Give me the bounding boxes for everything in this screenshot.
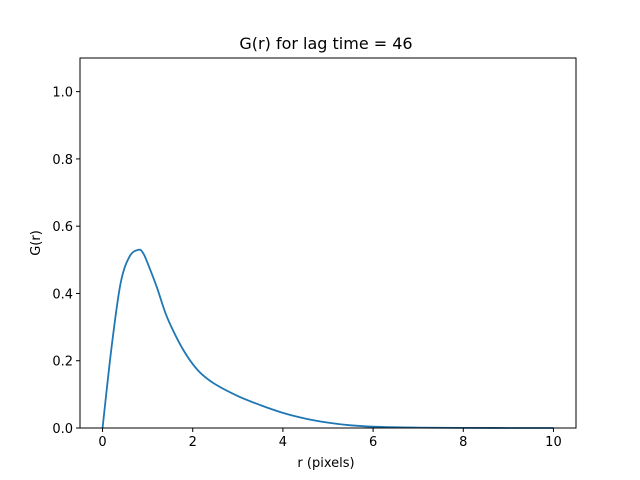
x-axis: 0 2 4 6 8 10	[98, 428, 562, 450]
x-tick-label: 4	[279, 435, 287, 450]
y-tick-label: 0.0	[52, 422, 73, 437]
series-line	[101, 248, 554, 429]
y-tick-label: 0.8	[52, 153, 73, 168]
x-axis-title: r (pixels)	[297, 456, 354, 471]
y-tick-label: 0.2	[52, 355, 73, 370]
chart-title: G(r) for lag time = 46	[239, 34, 412, 53]
plot-frame	[79, 57, 577, 429]
x-tick-label: 6	[369, 435, 377, 450]
x-tick-label: 10	[545, 435, 562, 450]
x-tick-label: 2	[189, 435, 197, 450]
y-tick-label: 1.0	[52, 86, 73, 101]
x-tick-label: 8	[459, 435, 467, 450]
y-tick-label: 0.6	[52, 220, 73, 235]
y-axis: 0.0 0.2 0.4 0.6 0.8 1.0	[52, 86, 80, 437]
y-tick-label: 0.4	[52, 287, 73, 302]
plot-area	[101, 248, 554, 429]
y-axis-title: G(r)	[29, 230, 44, 256]
x-tick-label: 0	[98, 435, 106, 450]
